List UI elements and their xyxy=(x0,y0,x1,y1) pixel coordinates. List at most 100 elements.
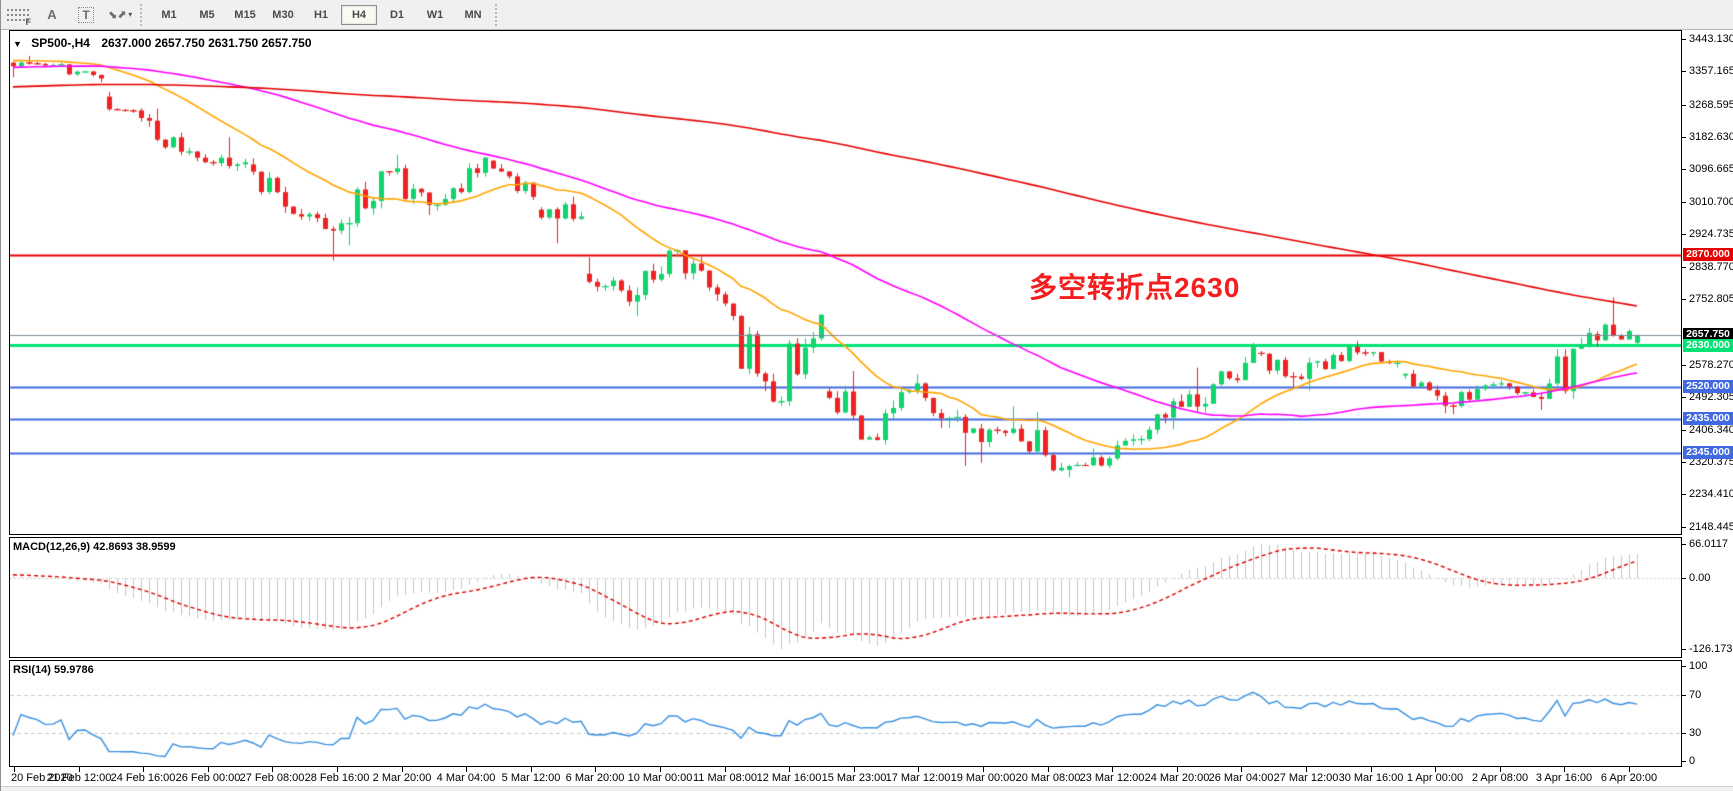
rsi-canvas[interactable] xyxy=(10,661,1681,766)
time-tick-mark xyxy=(272,767,273,772)
symbol-label: SP500-,H4 xyxy=(31,36,90,50)
macd-indicator-label: MACD(12,26,9) 42.8693 38.9599 xyxy=(13,541,176,553)
price-tick-label: 2578.270 xyxy=(1689,359,1733,371)
price-level-tag: 2630.000 xyxy=(1683,339,1733,352)
time-axis-label: 20 Feb 2020 xyxy=(11,772,73,784)
time-axis-label: 20 Mar 08:00 xyxy=(1015,772,1081,784)
axis-tick-mark xyxy=(1682,137,1686,138)
rsi-axis-label: 0 xyxy=(1689,755,1696,767)
axis-tick-mark xyxy=(1682,234,1686,235)
diagonal-arrows-glyph: ⬊⬈ xyxy=(107,9,127,21)
axis-tick-mark xyxy=(1682,666,1686,667)
price-tick-label: 2924.735 xyxy=(1689,228,1733,240)
letter-a-icon[interactable]: A xyxy=(47,7,57,22)
timeframe-button-mn[interactable]: MN xyxy=(464,8,482,21)
ohlc-values: 2637.000 2657.750 2631.750 2657.750 xyxy=(101,36,312,50)
price-tick-label: 3182.630 xyxy=(1689,131,1733,143)
time-axis-label: 4 Mar 04:00 xyxy=(436,772,496,784)
symbol-dropdown-icon[interactable]: ▼ xyxy=(13,39,22,49)
time-axis-label: 19 Mar 00:00 xyxy=(950,772,1016,784)
chart-title: ▼ SP500-,H4 2637.000 2657.750 2631.750 2… xyxy=(13,36,312,50)
chart-text-annotation[interactable]: 多空转折点2630 xyxy=(1029,272,1241,303)
axis-tick-mark xyxy=(1682,430,1686,431)
toolbar-separator-2 xyxy=(495,3,502,26)
time-tick-mark xyxy=(1306,767,1307,772)
macd-axis-label: -126.173 xyxy=(1689,643,1733,655)
axis-tick-mark xyxy=(1682,462,1686,463)
axis-tick-mark xyxy=(1682,527,1686,528)
price-level-tag: 2657.750 xyxy=(1683,328,1733,341)
timeframe-button-d1[interactable]: D1 xyxy=(389,8,405,21)
time-axis-label: 21 Feb 12:00 xyxy=(46,772,112,784)
timeframe-button-w1[interactable]: W1 xyxy=(426,8,444,21)
price-tick-label: 3443.130 xyxy=(1689,33,1733,45)
dropdown-caret-icon[interactable]: ▾ xyxy=(128,10,133,19)
price-level-tag: 2435.000 xyxy=(1683,412,1733,425)
time-tick-mark xyxy=(531,767,532,772)
price-level-tag: 2345.000 xyxy=(1683,446,1733,459)
diagonal-arrows-icon[interactable]: ⬊⬈ ▾ xyxy=(105,4,135,26)
macd-axis-label: 66.0117 xyxy=(1689,538,1728,550)
time-tick-mark xyxy=(595,767,596,772)
time-axis-label: 12 Mar 16:00 xyxy=(756,772,822,784)
time-tick-mark xyxy=(983,767,984,772)
macd-canvas[interactable] xyxy=(10,538,1681,657)
time-axis-label: 1 Apr 00:00 xyxy=(1406,772,1464,784)
axis-tick-mark xyxy=(1682,578,1686,579)
axis-tick-mark xyxy=(1682,649,1686,650)
time-axis-label: 24 Feb 16:00 xyxy=(110,772,176,784)
price-tick-label: 2406.340 xyxy=(1689,424,1733,436)
time-axis-label: 26 Feb 00:00 xyxy=(175,772,241,784)
macd-panel[interactable] xyxy=(9,537,1682,658)
axis-tick-mark xyxy=(1682,695,1686,696)
time-axis-label: 6 Apr 20:00 xyxy=(1600,772,1658,784)
rsi-axis-label: 100 xyxy=(1689,660,1708,672)
price-chart-canvas[interactable] xyxy=(10,31,1681,534)
time-axis-label: 11 Mar 08:00 xyxy=(692,772,758,784)
time-axis: 20 Feb 2020 21 Feb 12:00 24 Feb 16:00 26 Fe… xyxy=(9,767,1682,786)
timeframe-button-m5[interactable]: M5 xyxy=(199,8,215,21)
time-axis-label: 24 Mar 20:00 xyxy=(1144,772,1210,784)
axis-tick-mark xyxy=(1682,267,1686,268)
price-level-tag: 2870.000 xyxy=(1683,248,1733,261)
rsi-axis-label: 70 xyxy=(1689,689,1702,701)
time-tick-mark xyxy=(725,767,726,772)
timeframe-button-h4[interactable]: H4 xyxy=(341,4,377,25)
timeframe-button-h1[interactable]: H1 xyxy=(313,8,329,21)
timeframe-button-m30[interactable]: M30 xyxy=(272,8,294,21)
price-tick-label: 2492.305 xyxy=(1689,391,1733,403)
time-tick-mark xyxy=(1048,767,1049,772)
axis-tick-mark xyxy=(1682,544,1686,545)
axis-tick-mark xyxy=(1682,71,1686,72)
time-tick-mark xyxy=(402,767,403,772)
axis-tick-mark xyxy=(1682,169,1686,170)
axis-tick-mark xyxy=(1682,105,1686,106)
time-axis-label: 5 Mar 12:00 xyxy=(501,772,561,784)
time-tick-mark xyxy=(1241,767,1242,772)
time-tick-mark xyxy=(208,767,209,772)
time-axis-label: 23 Mar 12:00 xyxy=(1079,772,1145,784)
price-tick-label: 2234.410 xyxy=(1689,488,1733,500)
axis-tick-mark xyxy=(1682,39,1686,40)
rsi-axis-label: 30 xyxy=(1689,727,1702,739)
time-axis-label: 28 Feb 16:00 xyxy=(304,772,370,784)
time-axis-label: 2 Mar 20:00 xyxy=(372,772,432,784)
rsi-panel[interactable] xyxy=(9,660,1682,767)
time-tick-mark xyxy=(1629,767,1630,772)
price-tick-label: 3357.165 xyxy=(1689,65,1733,77)
axis-tick-mark xyxy=(1682,761,1686,762)
time-tick-mark xyxy=(1177,767,1178,772)
timeframe-button-m1[interactable]: M1 xyxy=(161,8,177,21)
boxed-t-icon[interactable]: T xyxy=(71,4,101,26)
time-tick-mark xyxy=(854,767,855,772)
axis-tick-mark xyxy=(1682,202,1686,203)
timeframe-button-m15[interactable]: M15 xyxy=(234,8,256,21)
axis-tick-mark xyxy=(1682,397,1686,398)
time-tick-mark xyxy=(1435,767,1436,772)
time-tick-mark xyxy=(918,767,919,772)
price-chart-panel[interactable] xyxy=(9,30,1682,535)
toolbar: F A T ⬊⬈ ▾ M1 M5 M15 M30 H1 H4 D1 W1 MN xyxy=(1,0,1733,30)
grid-f-icon[interactable]: F xyxy=(3,4,33,27)
time-axis-label: 3 Apr 16:00 xyxy=(1535,772,1593,784)
